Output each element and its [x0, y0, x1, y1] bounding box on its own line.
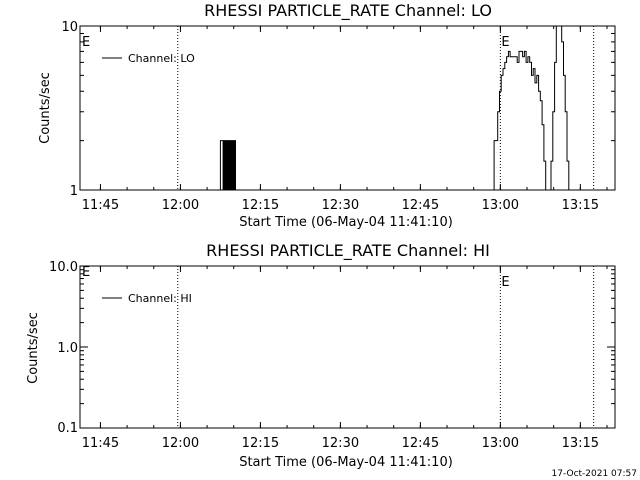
- hi-x-tick-label: 13:15: [562, 436, 599, 451]
- lo-x-tick-label: 13:00: [482, 198, 519, 213]
- hi-x-tick-label: 12:15: [242, 436, 279, 451]
- lo-x-tick-label: 12:30: [322, 198, 359, 213]
- hi-y-tick-label-10: 10.0: [49, 260, 78, 275]
- lo-y-tick-label-10: 10: [61, 20, 78, 35]
- hi-y-tick-label-0.1: 0.1: [57, 421, 78, 436]
- hi-x-axis-label: Start Time (06-May-04 11:41:10): [239, 455, 453, 470]
- lo-start-marker: E: [82, 35, 90, 50]
- hi-legend-label: Channel: HI: [128, 292, 192, 305]
- hi-x-tick-label: 11:45: [82, 436, 119, 451]
- hi-y-tick-label-1: 1.0: [57, 341, 78, 356]
- hi-x-tick-label: 12:45: [402, 436, 439, 451]
- generated-timestamp: 17-Oct-2021 07:57: [552, 469, 637, 479]
- hi-chart-title: RHESSI PARTICLE_RATE Channel: HI: [206, 241, 490, 261]
- hi-start-marker: E: [82, 265, 90, 280]
- lo-x-tick-label: 12:15: [242, 198, 279, 213]
- hi-event-label: E: [501, 275, 509, 290]
- lo-event-label: E: [501, 35, 509, 50]
- lo-plot-frame: [79, 25, 616, 191]
- hi-y-axis-label: Counts/sec: [26, 312, 41, 384]
- lo-x-tick-label: 11:45: [82, 198, 119, 213]
- lo-x-tick-label: 12:00: [162, 198, 199, 213]
- hi-x-tick-label: 13:00: [482, 436, 519, 451]
- lo-series-line: [80, 25, 582, 191]
- hi-plot-frame: [79, 265, 616, 429]
- lo-x-tick-label: 12:45: [402, 198, 439, 213]
- lo-y-axis-label: Counts/sec: [38, 72, 53, 144]
- hi-x-tick-label: 12:30: [322, 436, 359, 451]
- lo-legend-label: Channel: LO: [128, 52, 195, 65]
- lo-x-axis-label: Start Time (06-May-04 11:41:10): [239, 215, 453, 230]
- lo-y-tick-label-1: 1: [70, 184, 78, 199]
- hi-panel: RHESSI PARTICLE_RATE Channel: HI Counts/…: [26, 241, 616, 470]
- lo-chart-title: RHESSI PARTICLE_RATE Channel: LO: [204, 1, 492, 21]
- hi-x-tick-label: 12:00: [162, 436, 199, 451]
- lo-panel: RHESSI PARTICLE_RATE Channel: LO Counts/…: [38, 1, 616, 230]
- lo-x-tick-label: 13:15: [562, 198, 599, 213]
